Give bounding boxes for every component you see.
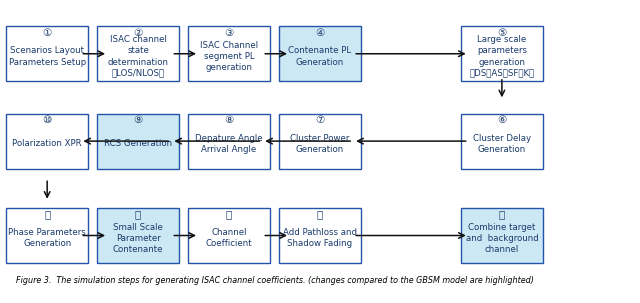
Text: ⑥: ⑥ bbox=[497, 115, 506, 125]
Text: Cluster Delay
Generation: Cluster Delay Generation bbox=[473, 134, 531, 154]
Text: ISAC Channel
segment PL
generation: ISAC Channel segment PL generation bbox=[200, 41, 258, 72]
Text: Large scale
parameters
generation
（DS、AS、SF、K）: Large scale parameters generation （DS、AS… bbox=[469, 35, 534, 78]
Text: ⑨: ⑨ bbox=[134, 115, 143, 125]
Text: Phase Parameters
Generation: Phase Parameters Generation bbox=[8, 228, 86, 248]
FancyBboxPatch shape bbox=[97, 114, 179, 168]
FancyBboxPatch shape bbox=[6, 208, 88, 263]
Text: Contenante PL
Generation: Contenante PL Generation bbox=[289, 46, 351, 67]
Text: Add Pathloss and
Shadow Fading: Add Pathloss and Shadow Fading bbox=[283, 228, 357, 248]
FancyBboxPatch shape bbox=[461, 208, 543, 263]
Text: Combine target
and  background
channel: Combine target and background channel bbox=[465, 223, 538, 254]
FancyBboxPatch shape bbox=[6, 114, 88, 168]
Text: Cluster Power
Generation: Cluster Power Generation bbox=[291, 134, 349, 154]
FancyBboxPatch shape bbox=[279, 26, 361, 81]
Text: Figure 3.  The simulation steps for generating ISAC channel coefficients. (chang: Figure 3. The simulation steps for gener… bbox=[16, 276, 534, 285]
FancyBboxPatch shape bbox=[97, 26, 179, 81]
FancyBboxPatch shape bbox=[97, 208, 179, 263]
Text: ⑭: ⑭ bbox=[317, 210, 323, 220]
Text: ⑦: ⑦ bbox=[316, 115, 324, 125]
FancyBboxPatch shape bbox=[461, 26, 543, 81]
Text: Polarization XPR: Polarization XPR bbox=[12, 139, 82, 148]
Text: ⑤: ⑤ bbox=[497, 28, 506, 38]
Text: ④: ④ bbox=[316, 28, 324, 38]
Text: ⑬: ⑬ bbox=[226, 210, 232, 220]
Text: Small Scale
Parameter
Contenante: Small Scale Parameter Contenante bbox=[113, 223, 163, 254]
Text: RCS Generation: RCS Generation bbox=[104, 139, 172, 148]
Text: ISAC channel
state
determination
（LOS/NLOS）: ISAC channel state determination （LOS/NL… bbox=[108, 35, 168, 78]
Text: ⑮: ⑮ bbox=[499, 210, 505, 220]
Text: Depature Angle
Arrival Angle: Depature Angle Arrival Angle bbox=[195, 134, 263, 154]
Text: ①: ① bbox=[42, 28, 52, 38]
Text: Scenarios Layout
Parameters Setup: Scenarios Layout Parameters Setup bbox=[8, 46, 86, 67]
FancyBboxPatch shape bbox=[188, 26, 270, 81]
Text: Channel
Coefficient: Channel Coefficient bbox=[205, 228, 252, 248]
FancyBboxPatch shape bbox=[188, 114, 270, 168]
FancyBboxPatch shape bbox=[279, 208, 361, 263]
FancyBboxPatch shape bbox=[461, 114, 543, 168]
FancyBboxPatch shape bbox=[279, 114, 361, 168]
FancyBboxPatch shape bbox=[188, 208, 270, 263]
Text: ②: ② bbox=[134, 28, 143, 38]
Text: ③: ③ bbox=[225, 28, 234, 38]
Text: ⑪: ⑪ bbox=[44, 210, 51, 220]
Text: ⑫: ⑫ bbox=[135, 210, 141, 220]
Text: ⑩: ⑩ bbox=[42, 115, 52, 125]
FancyBboxPatch shape bbox=[6, 26, 88, 81]
Text: ⑧: ⑧ bbox=[225, 115, 234, 125]
